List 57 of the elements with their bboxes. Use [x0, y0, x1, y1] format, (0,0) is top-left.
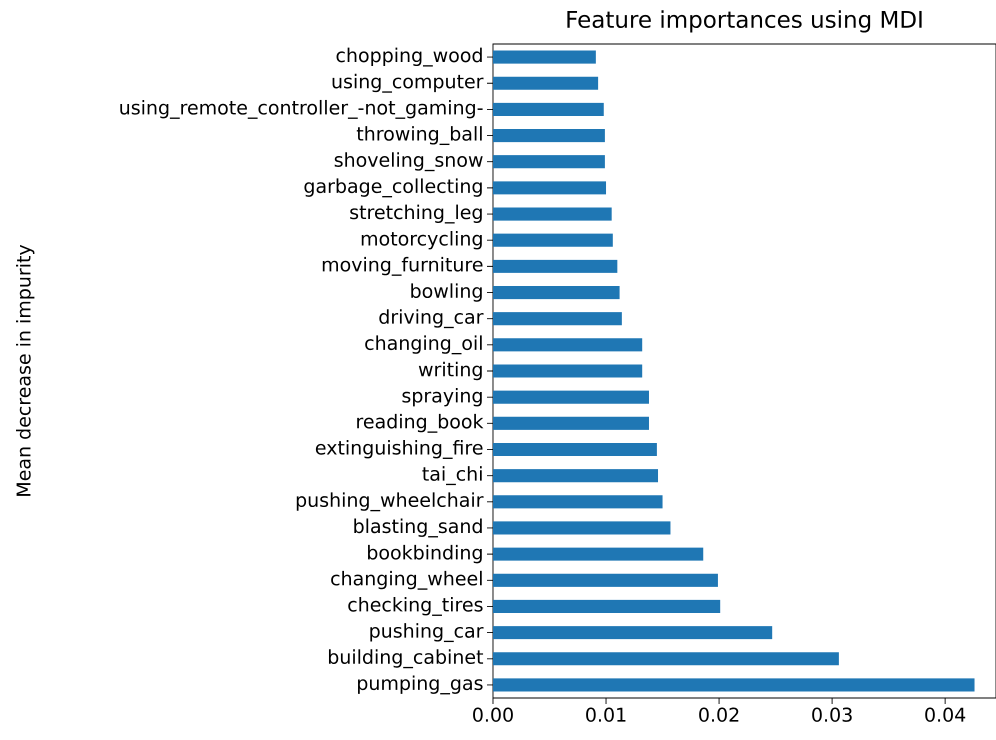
x-tick-label: 0.01 — [586, 708, 626, 722]
bar — [492, 155, 605, 168]
y-tick-label: bookbinding — [368, 544, 482, 564]
y-tick-label: pushing_wheelchair — [296, 492, 484, 512]
bar — [492, 626, 772, 640]
y-tick-label: shoveling_snow — [334, 152, 483, 172]
bar — [492, 548, 704, 561]
x-tick-label: 0.00 — [473, 708, 513, 722]
bar — [492, 286, 620, 300]
y-tick-label: pumping_gas — [358, 675, 483, 694]
chart-title: Feature importances using MDI — [567, 10, 922, 32]
bar — [492, 652, 839, 666]
y-tick-label: driving_car — [379, 309, 484, 328]
y-tick-label: reading_book — [357, 414, 484, 433]
bar — [492, 76, 598, 90]
y-tick-label: stretching_leg — [350, 204, 482, 224]
y-tick-label: tai_chi — [422, 466, 482, 486]
x-tick-label: 0.02 — [699, 708, 738, 722]
y-axis-title: Mean decrease in impurity — [16, 244, 34, 496]
bar — [492, 260, 618, 273]
bar — [492, 678, 975, 692]
bar — [492, 312, 622, 326]
y-tick-label: bowling — [411, 283, 482, 302]
y-tick-label: spraying — [402, 388, 482, 406]
y-tick-label: garbage_collecting — [304, 178, 482, 198]
bar — [492, 600, 720, 613]
bar — [492, 129, 605, 142]
y-tick-label: extinguishing_fire — [316, 440, 482, 459]
y-tick-label: chopping_wood — [336, 48, 482, 67]
y-tick-label: writing — [418, 362, 482, 380]
bar — [492, 442, 657, 456]
x-tick-label: 0.04 — [925, 708, 966, 722]
y-tick-label: using_remote_controller_-not_gaming- — [120, 100, 483, 119]
bar — [492, 495, 663, 508]
y-tick-label: throwing_ball — [356, 126, 482, 146]
y-tick-label: motorcycling — [362, 231, 482, 250]
bar — [492, 574, 718, 587]
bar — [492, 364, 642, 378]
y-tick-label: pushing_car — [370, 623, 484, 642]
bar — [492, 50, 596, 64]
y-tick-label: checking_tires — [348, 596, 483, 616]
y-tick-label: using_computer — [332, 74, 484, 93]
bar — [492, 234, 613, 247]
bar — [492, 338, 642, 352]
bar — [492, 208, 612, 221]
y-tick-label: building_cabinet — [328, 649, 484, 668]
y-tick-label: blasting_sand — [354, 518, 482, 538]
y-tick-label: changing_wheel — [331, 570, 482, 590]
bar — [492, 181, 606, 194]
bar — [492, 521, 670, 535]
y-tick-label: moving_furniture — [322, 256, 482, 276]
bar — [492, 102, 604, 116]
bar — [492, 390, 649, 404]
x-tick-label: 0.03 — [812, 708, 852, 722]
bar — [492, 469, 658, 482]
bar — [492, 416, 649, 430]
y-tick-label: changing_oil — [365, 335, 482, 354]
